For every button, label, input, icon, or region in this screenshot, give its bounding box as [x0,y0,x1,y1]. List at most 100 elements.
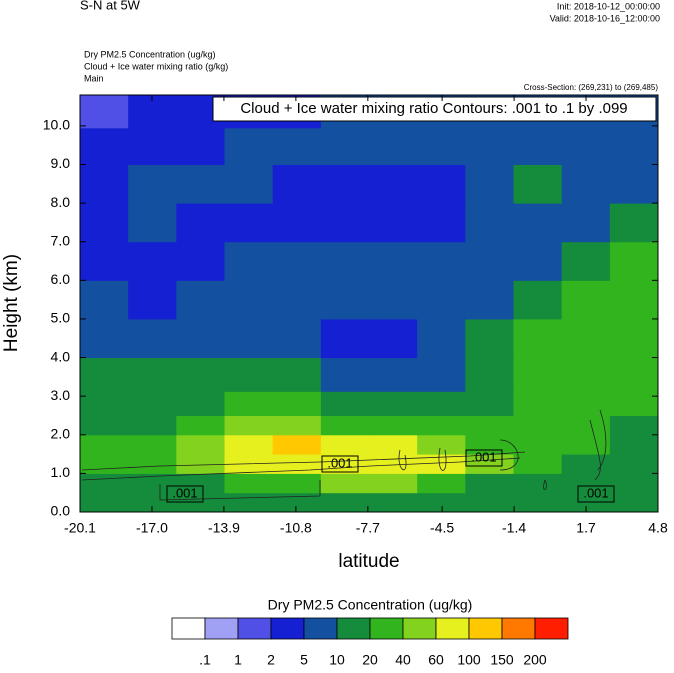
contour-lines [81,409,607,501]
contour-cell [176,241,225,281]
contour-cell [80,434,129,455]
y-tick-label: 9.0 [51,155,71,171]
contour-cell [272,241,322,281]
colorbar-label: .1 [199,652,211,668]
y-axis-label: Height (km) [1,254,22,352]
contour-cell [128,203,177,243]
contour-cell [609,164,659,204]
contour-cell [465,415,514,436]
contour-label: .001 [327,455,352,470]
contour-cell [513,415,563,436]
contour-cell [128,318,177,359]
contour-cell [465,164,514,204]
contour-cell [369,203,418,243]
cross-section: Cross-Section: (269,231) to (269,485) [524,83,659,92]
contour-cell [176,391,225,416]
contour-cell [417,415,466,436]
colorbar-box [336,617,371,640]
contour-cell [128,434,177,455]
contour-cell [80,280,129,320]
contour-cell [465,280,514,320]
contour-cell [80,164,129,204]
colorbar-label: 5 [300,652,308,668]
colorbar-label: 200 [523,652,547,668]
contour-cell [80,454,129,474]
contour-label-box [166,485,204,503]
contour-cell [465,127,514,165]
y-tick-label: 8.0 [51,194,71,210]
contour-cell [128,127,177,165]
contour-cell [176,164,225,204]
contour-cell [369,473,418,494]
x-axis-label: latitude [338,551,399,572]
y-tick-label: 4.0 [51,348,71,364]
contour-cell [369,415,418,436]
valid-time: Valid: 2018-10-16_12:00:00 [550,13,660,23]
contour-label-box [321,455,359,473]
x-tick-label: -7.7 [356,520,380,536]
contour-cell [561,164,611,204]
y-tick-label: 3.0 [51,387,71,403]
contour-cell [609,241,659,281]
colorbar-label: 20 [362,652,378,668]
contour-cell [320,203,370,243]
contour-cell [369,164,418,204]
contour-cell [320,318,370,359]
contour-cell [513,203,563,243]
contour-cell [465,241,514,281]
contour-cell [176,318,225,359]
contour-cell [272,203,322,243]
contour-cell [609,203,659,243]
contour-cell [80,203,129,243]
contour-cell [513,454,563,474]
contour-cell [320,415,370,436]
contour-cell [128,473,177,494]
contour-cell [417,164,466,204]
y-tick-label: 0.0 [51,503,71,519]
contour-cell [561,391,611,416]
contour-cell [224,280,274,320]
contour-cell [609,454,659,474]
colorbar-label: 1 [234,652,242,668]
field-name: Dry PM2.5 Concentration (ug/kg) [84,49,216,59]
contour-cell [128,357,177,392]
contour-cell [609,127,659,165]
contour-cell [561,241,611,281]
contour-cell [272,357,322,392]
contour-cell [320,473,370,494]
contour-cell [513,318,563,359]
contour-cell [417,318,466,359]
contour-cell [176,415,225,436]
x-tick-label: -13.9 [208,520,240,536]
contour-cell [561,434,611,455]
contour-cell [417,391,466,416]
field-name: Cloud + Ice water mixing ratio (g/kg) [84,61,228,71]
contour-cell [224,473,274,494]
x-tick-label: -4.5 [430,520,454,536]
chart-title: S-N at 5W [80,0,141,12]
contour-cell [224,492,274,513]
colorbar-box [171,617,206,640]
contour-cell [561,318,611,359]
contour-cell [80,391,129,416]
contour-cell [513,357,563,392]
contour-note: Cloud + Ice water mixing ratio Contours:… [240,100,627,117]
contour-cell [80,357,129,392]
y-tick-label: 10.0 [43,117,70,133]
contour-field [80,95,659,513]
contour-cell [369,357,418,392]
contour-cell [128,241,177,281]
contour-cell [417,492,466,513]
contour-cell [320,492,370,513]
contour-cell [417,203,466,243]
contour-cell [369,241,418,281]
contour-cell [320,434,370,455]
contour-cell [417,127,466,165]
contour-cell [561,127,611,165]
contour-cell [369,318,418,359]
colorbar-box [501,617,536,640]
contour-cell [80,95,129,129]
contour-cell [272,318,322,359]
contour-cell [320,280,370,320]
contour-cell [369,391,418,416]
